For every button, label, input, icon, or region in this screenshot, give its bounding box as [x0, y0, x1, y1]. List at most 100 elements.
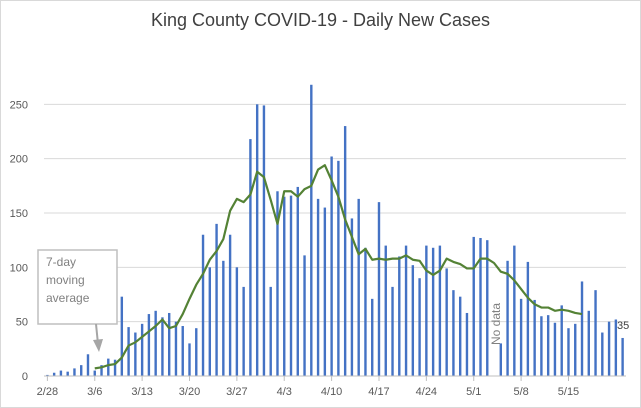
bar-47	[364, 247, 367, 376]
y-tick-label-50: 50	[16, 317, 28, 329]
bar-63	[472, 236, 475, 376]
y-tick-label-200: 200	[10, 154, 28, 166]
bar-83	[607, 321, 611, 376]
x-tick-label-0: 2/28	[37, 386, 58, 398]
bar-74	[546, 315, 550, 376]
bar-5	[80, 365, 83, 376]
no-data-label: No data	[489, 303, 503, 345]
bar-39	[310, 84, 313, 377]
bar-70	[519, 298, 523, 376]
y-tick-label-0: 0	[22, 371, 28, 383]
bar-16	[154, 310, 157, 376]
bar-1	[52, 372, 56, 376]
bar-15	[147, 314, 151, 376]
bar-23	[201, 234, 205, 376]
bar-79	[580, 281, 584, 376]
bar-24	[208, 267, 212, 376]
bar-27	[228, 234, 232, 376]
bar-18	[167, 312, 171, 376]
bar-67	[499, 343, 503, 376]
annotation-line-1: 7-day	[46, 255, 76, 269]
y-tick-label-250: 250	[10, 99, 28, 111]
bar-36	[289, 195, 293, 376]
bar-29	[242, 286, 245, 376]
bar-77	[567, 328, 570, 376]
bar-35	[283, 196, 286, 376]
x-tick-label-2: 3/13	[131, 386, 152, 398]
bar-52	[398, 256, 401, 376]
bar-19	[174, 321, 178, 376]
x-tick-label-7: 4/17	[368, 386, 389, 398]
bar-12	[127, 327, 130, 376]
bar-40	[316, 198, 320, 376]
bar-48	[371, 298, 374, 376]
x-tick-label-4: 3/27	[226, 386, 247, 398]
bar-44	[343, 126, 347, 376]
x-tick-label-8: 4/24	[416, 386, 437, 398]
bar-11	[120, 296, 124, 376]
bar-3	[66, 371, 69, 376]
bar-17	[161, 317, 164, 376]
bar-0	[46, 374, 49, 376]
x-tick-label-9: 5/1	[466, 386, 481, 398]
bar-8	[100, 365, 103, 376]
bar-26	[222, 260, 225, 376]
y-tick-label-100: 100	[10, 262, 28, 274]
bar-6	[86, 354, 90, 376]
x-tick-label-11: 5/15	[558, 386, 579, 398]
bar-21	[188, 343, 191, 376]
bar-78	[574, 323, 577, 376]
x-tick-label-3: 3/20	[179, 386, 200, 398]
x-tick-label-5: 4/3	[277, 386, 292, 398]
bar-32	[262, 105, 266, 377]
bar-65	[486, 240, 489, 376]
y-tick-label-150: 150	[10, 208, 28, 220]
bar-68	[506, 260, 509, 376]
bar-56	[425, 245, 428, 376]
bar-73	[540, 316, 543, 376]
bar-20	[181, 326, 184, 376]
bar-31	[255, 104, 259, 376]
bar-55	[418, 278, 421, 376]
x-tick-label-10: 5/8	[513, 386, 528, 398]
annotation-box	[37, 249, 118, 325]
bar-10	[113, 359, 117, 376]
bar-61	[458, 296, 462, 376]
last-value-label: 35	[617, 320, 629, 332]
bar-13	[134, 332, 137, 376]
bar-81	[594, 290, 597, 376]
bar-51	[391, 286, 394, 376]
bar-72	[533, 299, 536, 376]
x-tick-label-6: 4/10	[321, 386, 342, 398]
bar-62	[465, 312, 469, 376]
bar-71	[526, 261, 530, 376]
bar-34	[276, 191, 279, 376]
bar-75	[553, 322, 557, 376]
bar-37	[296, 186, 299, 376]
bar-43	[337, 160, 340, 376]
bar-46	[357, 198, 360, 376]
bar-2	[59, 370, 63, 376]
bar-59	[445, 268, 448, 376]
bar-38	[303, 255, 306, 376]
bar-22	[195, 328, 198, 376]
bar-41	[323, 207, 327, 376]
bar-9	[107, 358, 110, 376]
bar-53	[404, 245, 408, 376]
bar-33	[269, 286, 272, 376]
bar-69	[513, 245, 516, 376]
bar-64	[479, 237, 482, 376]
bar-30	[249, 139, 252, 376]
chart-title: King County COVID-19 - Daily New Cases	[150, 10, 491, 30]
bar-54	[411, 265, 415, 376]
bar-85	[621, 337, 624, 376]
bar-7	[93, 370, 96, 376]
bar-25	[215, 223, 218, 376]
bar-49	[377, 202, 381, 376]
annotation-line-2: moving	[46, 273, 85, 287]
bar-80	[587, 310, 590, 376]
bar-45	[350, 218, 354, 376]
bar-50	[384, 245, 387, 376]
bar-14	[140, 323, 144, 376]
